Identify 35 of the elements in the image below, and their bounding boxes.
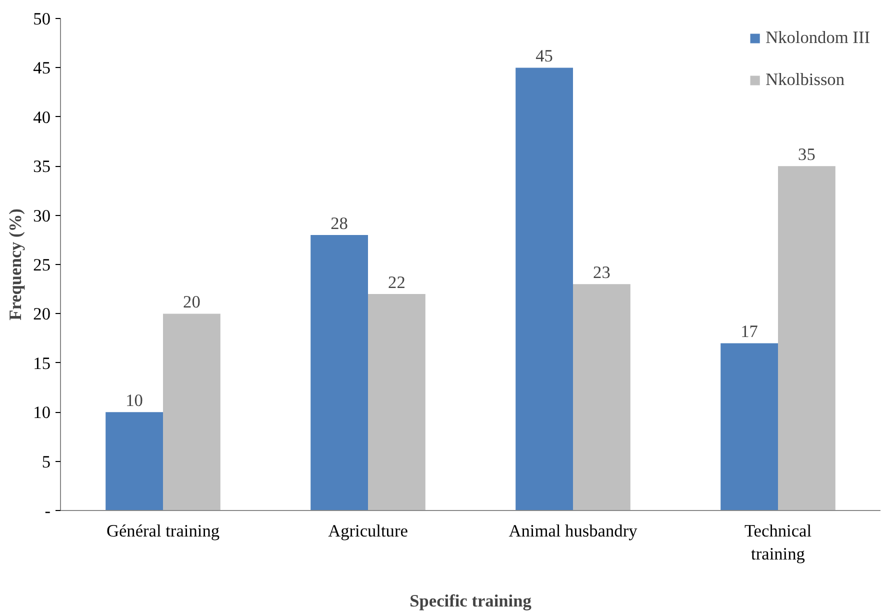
legend-label: Nkolbisson [766, 70, 845, 90]
x-tick-label: Animal husbandry [508, 522, 638, 540]
y-tick-label: 40 [33, 108, 50, 127]
y-tick-label: 25 [33, 256, 50, 274]
data-label: 23 [593, 263, 610, 282]
y-tick-label: 15 [33, 354, 50, 373]
y-tick-label: 5 [42, 452, 51, 472]
data-label: 10 [126, 391, 143, 410]
y-tick-label: - [44, 502, 51, 520]
data-label: 22 [388, 273, 406, 292]
y-tick-label: 35 [33, 157, 50, 176]
bar [106, 412, 163, 510]
data-label: 28 [330, 214, 348, 233]
x-tick-label: Technical training [744, 522, 812, 564]
y-tick-label: 10 [33, 403, 50, 422]
bar [310, 234, 368, 510]
data-label: 35 [798, 145, 816, 164]
y-tick-label: 45 [33, 58, 50, 78]
x-tick-label: Agriculture [328, 522, 408, 540]
y-tick-label: 20 [33, 304, 50, 324]
data-label: 20 [183, 292, 200, 312]
bar [516, 68, 573, 510]
legend-label: Nkolondom III [766, 28, 870, 48]
y-tick-label: 30 [33, 206, 50, 226]
x-tick-label: Général training [106, 522, 220, 540]
bar [720, 343, 778, 510]
y-axis-title: Frequency (%) [6, 208, 26, 320]
data-label: 17 [740, 322, 758, 342]
bar [368, 294, 426, 510]
bar [778, 166, 836, 510]
x-axis-title: Specific training [410, 591, 532, 610]
data-label: 45 [536, 46, 553, 66]
bar [573, 284, 630, 510]
bar [163, 314, 220, 510]
y-tick-label: 50 [33, 10, 50, 28]
